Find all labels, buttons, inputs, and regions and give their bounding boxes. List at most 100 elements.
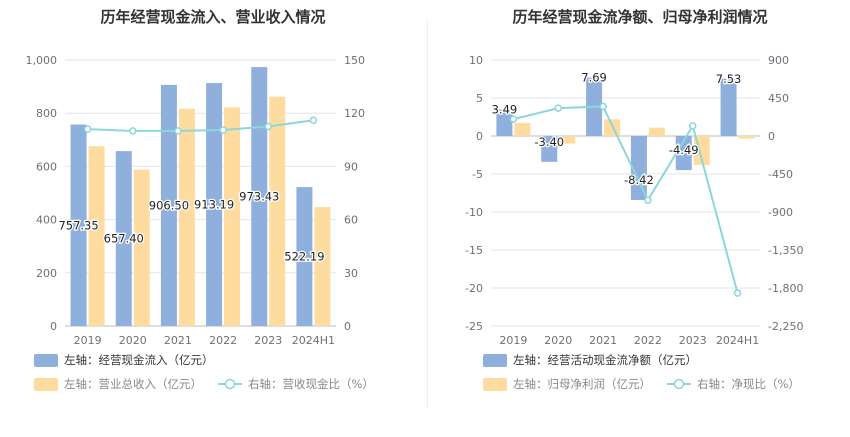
ratio-point (83, 125, 92, 133)
right-axis-tick-label: 150 (344, 54, 365, 67)
left-axis-tick-label: 200 (36, 267, 57, 280)
bar-data-label: -4.49 (669, 143, 699, 157)
legend-swatch-marker (224, 378, 236, 390)
bar-secondary (178, 108, 195, 326)
bar-secondary (559, 136, 576, 144)
right-axis-tick-label: 0 (768, 130, 775, 143)
right-axis-tick-label: 30 (344, 267, 358, 280)
right-axis-tick-label: -2,250 (768, 320, 803, 333)
right-axis-tick-label: -1,800 (768, 282, 803, 295)
ratio-point (264, 122, 272, 131)
chart-title: 历年经营现金流净额、归母净利润情况 (512, 8, 767, 26)
bar-secondary (269, 96, 286, 326)
left-axis-tick-label: 400 (36, 214, 57, 227)
left-axis-tick-label: -20 (465, 282, 483, 295)
left-axis-tick-label: 0 (50, 320, 57, 333)
legend-swatch (483, 354, 507, 367)
x-axis-tick-label: 2024H1 (292, 334, 335, 347)
x-axis-tick-label: 2023 (679, 334, 707, 347)
x-axis-tick-label: 2024H1 (716, 334, 759, 347)
ratio-point (309, 116, 318, 125)
bar-data-label: 522.19 (284, 250, 324, 264)
left-axis-tick-label: 600 (36, 160, 57, 173)
bar-primary (251, 67, 268, 326)
ratio-point (219, 126, 227, 134)
bar-primary (720, 78, 737, 136)
bar-primary (496, 109, 513, 136)
bar-data-label: 3.49 (492, 102, 518, 116)
left-axis-tick-label: 1,000 (26, 54, 58, 67)
bar-secondary (88, 146, 105, 326)
legend-swatch (34, 378, 58, 391)
bar-data-label: 906.50 (149, 198, 189, 212)
left-axis-tick-label: 0 (476, 130, 483, 143)
chart-cash-inflow-revenue: 历年经营现金流入、营业收入情况 0 200 400 600 800 1,000 0 30 60 90… (26, 8, 374, 391)
legend-label: 右轴：净现比（%） (697, 377, 800, 391)
ratio-point (689, 122, 697, 130)
right-axis-tick-label: 0 (344, 320, 351, 333)
legend-label: 左轴：归母净利润（亿元） (513, 377, 651, 391)
bar-data-label: 657.40 (104, 232, 144, 246)
bar-data-label: 757.35 (58, 218, 98, 232)
ratio-point (129, 127, 137, 135)
left-axis-tick-label: 5 (476, 92, 483, 105)
chart-title: 历年经营现金流入、营业收入情况 (100, 8, 325, 26)
x-axis-tick-label: 2021 (589, 334, 617, 347)
ratio-point (554, 104, 562, 112)
right-axis-tick-label: 450 (768, 92, 789, 105)
ratio-point (509, 115, 518, 123)
right-axis-tick-label: 90 (344, 160, 358, 173)
bar-primary (541, 136, 558, 162)
left-axis-tick-label: -25 (465, 320, 483, 333)
x-axis-tick-label: 2022 (209, 334, 237, 347)
bar-primary (70, 124, 87, 327)
bar-primary (630, 136, 647, 200)
left-axis-tick-label: -10 (465, 206, 483, 219)
bar-primary (675, 136, 692, 171)
bar-secondary (514, 123, 531, 136)
left-axis-tick-label: -15 (465, 244, 483, 257)
bar-primary (296, 187, 313, 326)
bar-primary (115, 151, 132, 326)
left-axis-tick-label: 800 (36, 107, 57, 120)
panel-divider (427, 20, 428, 408)
legend-label: 左轴：营业总收入（亿元） (64, 377, 202, 391)
ratio-line (87, 119, 314, 132)
legend-swatch (34, 354, 58, 367)
bar-secondary (224, 107, 241, 327)
left-axis-tick-label: 10 (469, 54, 483, 67)
bar-data-label: -3.40 (534, 135, 564, 149)
right-axis-tick-label: 120 (344, 107, 365, 120)
legend-swatch-marker (673, 378, 685, 390)
bar-secondary (133, 169, 150, 326)
bar-secondary (738, 136, 755, 139)
bar-primary (160, 84, 177, 326)
right-axis-tick-label: 60 (344, 214, 358, 227)
ratio-point (599, 102, 607, 111)
chart-net-cash-profit: 历年经营现金流净额、归母净利润情况 -25 -20 -15 -10 -5 0 5 10 -2,25… (465, 8, 803, 391)
ratio-point (733, 289, 742, 297)
bar-secondary (604, 119, 621, 136)
bar-data-label: 973.43 (239, 190, 279, 204)
ratio-line (513, 105, 739, 294)
left-axis-tick-label: -5 (472, 168, 483, 181)
bar-data-label: -8.42 (624, 173, 654, 187)
bar-data-label: 7.53 (716, 72, 742, 86)
legend-label: 右轴：营收现金比（%） (248, 377, 374, 391)
bar-data-label: 7.69 (581, 71, 607, 85)
x-axis-tick-label: 2020 (544, 334, 572, 347)
ratio-point (644, 196, 652, 204)
bar-data-label: 913.19 (194, 198, 234, 212)
x-axis-tick-label: 2023 (254, 334, 282, 347)
bar-primary (206, 83, 223, 326)
ratio-point (174, 127, 182, 135)
x-axis-tick-label: 2019 (74, 334, 102, 347)
x-axis-tick-label: 2020 (119, 334, 147, 347)
right-axis-tick-label: -450 (768, 168, 793, 181)
legend-label: 左轴：经营现金流入（亿元） (64, 353, 214, 367)
x-axis-tick-label: 2022 (634, 334, 662, 347)
legend-swatch (483, 378, 507, 391)
legend-label: 左轴：经营活动现金流净额（亿元） (513, 353, 697, 367)
bar-secondary (314, 207, 331, 326)
